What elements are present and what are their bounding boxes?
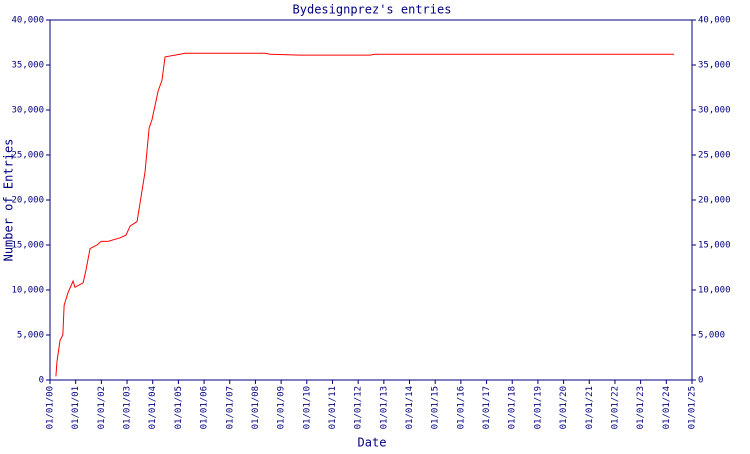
y2-tick-label: 40,000: [698, 16, 731, 26]
y2-tick-label: 30,000: [698, 106, 731, 116]
x-tick-label: 01/01/19: [533, 386, 543, 429]
x-tick-label: 01/01/25: [688, 386, 698, 429]
x-tick-label: 01/01/13: [379, 386, 389, 429]
y2-tick-label: 5,000: [698, 331, 725, 341]
x-tick-label: 01/01/24: [662, 386, 672, 429]
x-tick-label: 01/01/03: [123, 386, 133, 429]
x-tick-label: 01/01/18: [508, 386, 518, 429]
y2-tick-label: 0: [698, 376, 703, 386]
x-tick-label: 01/01/11: [328, 386, 338, 429]
x-tick-label: 01/01/05: [174, 386, 184, 429]
x-tick-label: 01/01/17: [482, 386, 492, 429]
y2-tick-label: 10,000: [698, 286, 731, 296]
x-tick-label: 01/01/23: [636, 386, 646, 429]
data-line: [55, 52, 675, 377]
y-axis-label: Number of Entries: [2, 139, 16, 262]
x-tick-label: 01/01/01: [71, 386, 81, 429]
y2-tick-label: 15,000: [698, 241, 731, 251]
x-tick-label: 01/01/06: [200, 386, 210, 429]
x-tick-label: 01/01/07: [225, 386, 235, 429]
y2-tick-label: 25,000: [698, 151, 731, 161]
x-tick-label: 01/01/15: [431, 386, 441, 429]
x-tick-label: 01/01/14: [405, 386, 415, 429]
y-tick-label: 40,000: [11, 16, 44, 26]
x-tick-label: 01/01/02: [97, 386, 107, 429]
y-tick-label: 15,000: [11, 241, 44, 251]
chart-title: Bydesignprez's entries: [293, 3, 452, 17]
y-tick-label: 20,000: [11, 196, 44, 206]
x-tick-label: 01/01/04: [148, 386, 158, 429]
x-tick-label: 01/01/22: [610, 386, 620, 429]
plot-frame: [49, 19, 693, 381]
y-tick-label: 0: [39, 376, 44, 386]
y2-tick-label: 35,000: [698, 61, 731, 71]
x-tick-label: 01/01/21: [585, 386, 595, 429]
x-tick-label: 01/01/09: [277, 386, 287, 429]
x-axis-label: Date: [358, 436, 387, 450]
y-tick-label: 35,000: [11, 61, 44, 71]
y-tick-label: 25,000: [11, 151, 44, 161]
x-tick-label: 01/01/08: [251, 386, 261, 429]
y-tick-label: 10,000: [11, 286, 44, 296]
y2-tick-label: 20,000: [698, 196, 731, 206]
x-tick-label: 01/01/00: [46, 386, 56, 429]
y-tick-label: 5,000: [17, 331, 44, 341]
x-tick-label: 01/01/16: [456, 386, 466, 429]
x-tick-label: 01/01/12: [354, 386, 364, 429]
y-tick-label: 30,000: [11, 106, 44, 116]
x-tick-label: 01/01/10: [302, 386, 312, 429]
x-tick-label: 01/01/20: [559, 386, 569, 429]
